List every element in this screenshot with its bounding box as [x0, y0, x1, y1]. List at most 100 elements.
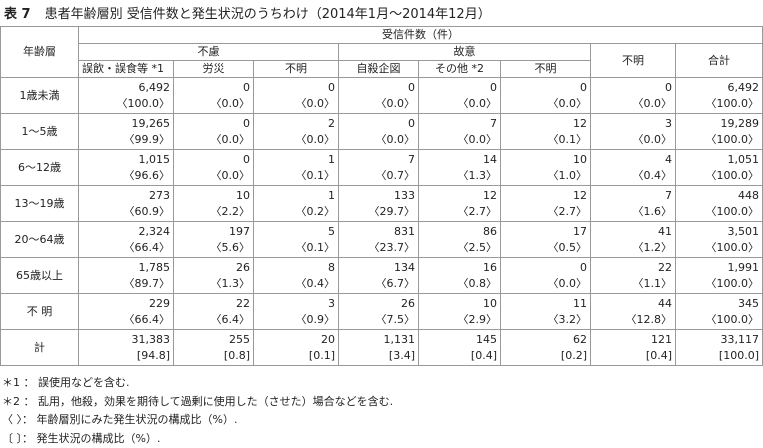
count: 26: [177, 260, 250, 276]
ratio: 〈0.1〉: [257, 240, 335, 256]
table-title: 患者年齢層別 受信件数と発生状況のうちわけ（2014年1月～2014年12月）: [45, 7, 491, 22]
data-cell: 19,289〈100.0〉: [676, 114, 763, 150]
header-cell: 受信件数（件）: [79, 27, 763, 44]
ratio: 〈1.6〉: [594, 204, 672, 220]
data-cell: 11〈3.2〉: [501, 294, 591, 330]
ratio: 〈66.4〉: [82, 240, 170, 256]
count: 41: [594, 224, 672, 240]
header-cell: 故意: [339, 44, 591, 61]
ratio: 〈89.7〉: [82, 276, 170, 292]
count: 197: [177, 224, 250, 240]
count: 10: [504, 152, 587, 168]
ratio: 〈0.0〉: [504, 276, 587, 292]
ratio: 〈2.5〉: [422, 240, 497, 256]
ratio: [0.4]: [422, 348, 497, 364]
data-cell: 26〈7.5〉: [339, 294, 419, 330]
count: 145: [422, 332, 497, 348]
row-label: 6～12歳: [1, 150, 79, 186]
count: 16: [422, 260, 497, 276]
header-cell: 合計: [676, 44, 763, 78]
count: 12: [504, 188, 587, 204]
count: 20: [257, 332, 335, 348]
count: 1,785: [82, 260, 170, 276]
ratio: 〈1.3〉: [422, 168, 497, 184]
data-cell: 0〈0.0〉: [591, 78, 676, 114]
ratio: 〈0.0〉: [177, 96, 250, 112]
ratio: 〈0.9〉: [257, 312, 335, 328]
ratio: [3.4]: [342, 348, 415, 364]
data-cell: 10〈2.2〉: [174, 186, 254, 222]
data-cell: 3〈0.0〉: [591, 114, 676, 150]
data-cell: 1〈0.2〉: [254, 186, 339, 222]
count: 86: [422, 224, 497, 240]
ratio: 〈23.7〉: [342, 240, 415, 256]
data-cell: 273〈60.9〉: [79, 186, 174, 222]
count: 5: [257, 224, 335, 240]
data-cell: 4〈0.4〉: [591, 150, 676, 186]
data-cell: 17〈0.5〉: [501, 222, 591, 258]
data-cell: 0〈0.0〉: [174, 114, 254, 150]
count: 1,991: [679, 260, 759, 276]
count: 7: [422, 116, 497, 132]
data-cell: 6,492〈100.0〉: [676, 78, 763, 114]
row-label: 20～64歳: [1, 222, 79, 258]
ratio: 〈100.0〉: [679, 240, 759, 256]
count: 44: [594, 296, 672, 312]
data-cell: 7〈0.7〉: [339, 150, 419, 186]
count: 1: [257, 188, 335, 204]
ratio: 〈1.0〉: [504, 168, 587, 184]
ratio: 〈12.8〉: [594, 312, 672, 328]
ratio: 〈1.3〉: [177, 276, 250, 292]
ratio: 〈0.0〉: [257, 132, 335, 148]
data-cell: 145[0.4]: [419, 330, 501, 366]
ratio: [0.4]: [594, 348, 672, 364]
data-cell: 62[0.2]: [501, 330, 591, 366]
data-cell: 1〈0.1〉: [254, 150, 339, 186]
count: 19,289: [679, 116, 759, 132]
ratio: 〈0.1〉: [504, 132, 587, 148]
count: 345: [679, 296, 759, 312]
data-cell: 33,117[100.0]: [676, 330, 763, 366]
count: 121: [594, 332, 672, 348]
row-label: 不 明: [1, 294, 79, 330]
data-cell: 26〈1.3〉: [174, 258, 254, 294]
ratio: 〈100.0〉: [82, 96, 170, 112]
row-label: 65歳以上: [1, 258, 79, 294]
count: 8: [257, 260, 335, 276]
data-cell: 0〈0.0〉: [339, 78, 419, 114]
count: 11: [504, 296, 587, 312]
ratio: 〈2.7〉: [422, 204, 497, 220]
header-cell: 年齢層: [1, 27, 79, 78]
count: 14: [422, 152, 497, 168]
ratio: 〈3.2〉: [504, 312, 587, 328]
ratio: 〈1.1〉: [594, 276, 672, 292]
header-cell: 労災: [174, 61, 254, 78]
ratio: 〈29.7〉: [342, 204, 415, 220]
count: 229: [82, 296, 170, 312]
data-cell: 345〈100.0〉: [676, 294, 763, 330]
data-cell: 44〈12.8〉: [591, 294, 676, 330]
count: 1,051: [679, 152, 759, 168]
data-cell: 0〈0.0〉: [254, 78, 339, 114]
ratio: 〈66.4〉: [82, 312, 170, 328]
count: 1,015: [82, 152, 170, 168]
ratio: 〈0.0〉: [504, 96, 587, 112]
count: 0: [422, 80, 497, 96]
data-cell: 31,383[94.8]: [79, 330, 174, 366]
data-cell: 0〈0.0〉: [339, 114, 419, 150]
data-cell: 133〈29.7〉: [339, 186, 419, 222]
data-cell: 12〈2.7〉: [419, 186, 501, 222]
ratio: 〈0.8〉: [422, 276, 497, 292]
data-cell: 6,492〈100.0〉: [79, 78, 174, 114]
ratio: 〈60.9〉: [82, 204, 170, 220]
ratio: 〈2.7〉: [504, 204, 587, 220]
ratio: 〈0.0〉: [594, 96, 672, 112]
data-cell: 2,324〈66.4〉: [79, 222, 174, 258]
ratio: 〈99.9〉: [82, 132, 170, 148]
count: 3: [594, 116, 672, 132]
data-cell: 255[0.8]: [174, 330, 254, 366]
data-cell: 0〈0.0〉: [174, 78, 254, 114]
